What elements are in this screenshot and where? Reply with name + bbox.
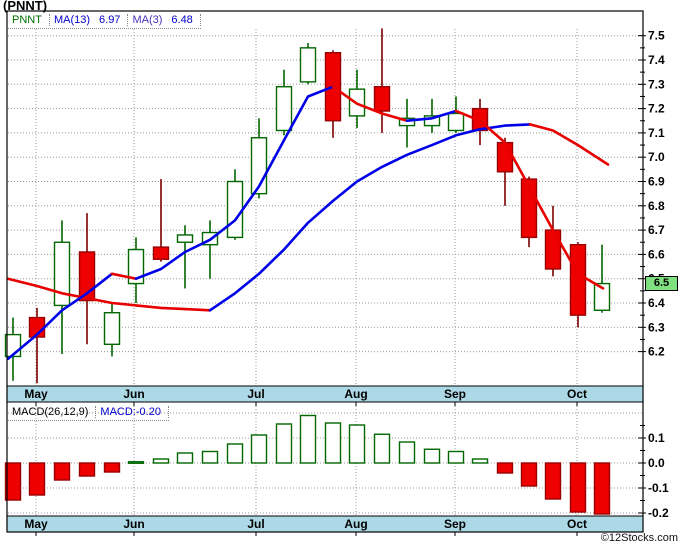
macd-bar: [152, 458, 170, 464]
candle-body: [127, 248, 145, 285]
ma13-line-segment: [208, 123, 532, 312]
price-axis-label: 6.3: [648, 320, 665, 334]
candle-body: [103, 312, 121, 346]
macd-value-label: MACD:-0.20: [100, 406, 161, 418]
ma3-line-segment: [405, 109, 458, 122]
month-label: May: [24, 387, 48, 401]
candle-body: [275, 86, 293, 132]
candle-body: [78, 251, 96, 302]
macd-axis-label: -0.2: [648, 506, 669, 520]
macd-axis-label: 0.0: [648, 456, 665, 470]
candle-body: [544, 229, 562, 270]
ma13-line-segment: [528, 123, 610, 166]
month-label: Jul: [247, 387, 264, 401]
candle-body: [569, 243, 587, 316]
price-axis-label: 7.1: [648, 126, 665, 140]
macd-bar: [201, 450, 219, 464]
month-label: Aug: [344, 517, 367, 531]
macd-bar: [373, 433, 391, 464]
month-label: Sep: [444, 517, 466, 531]
month-label: Jul: [247, 517, 264, 531]
candle-body: [373, 86, 391, 112]
macd-params-label: MACD(26,12,9): [12, 406, 89, 418]
legend-ma3-label: MA(3): [132, 14, 163, 26]
macd-bar: [398, 441, 416, 464]
ma3-line-segment: [454, 109, 605, 290]
price-axis-label: 7.5: [648, 29, 665, 43]
legend-ma3-value: 6.48: [171, 14, 193, 26]
price-axis-label: 6.9: [648, 175, 665, 189]
month-label: Jun: [123, 387, 144, 401]
price-axis-label: 6.8: [648, 199, 665, 213]
macd-bar: [53, 462, 71, 481]
legend-ma13-value: 6.97: [99, 14, 121, 26]
macd-bar: [226, 443, 244, 464]
candle-body: [593, 282, 611, 311]
candle-body: [447, 112, 465, 132]
macd-bar: [569, 462, 587, 513]
month-label: Sep: [444, 387, 466, 401]
price-axis-label: 6.7: [648, 223, 665, 237]
price-axis-label: 7.3: [648, 77, 665, 91]
macd-bar: [299, 414, 317, 464]
candle-body: [299, 47, 317, 83]
macd-bar: [127, 461, 145, 464]
macd-bar: [4, 462, 22, 501]
candle-body: [176, 234, 194, 243]
candle-body: [152, 246, 170, 260]
month-axis-band: [6, 385, 644, 403]
macd-axis-label: 0.1: [648, 431, 665, 445]
candle-body: [226, 180, 244, 239]
month-axis-band: [6, 515, 644, 533]
macd-bar: [348, 424, 366, 464]
current-price-box: 6.5: [645, 276, 678, 291]
candle-body: [423, 115, 441, 127]
price-axis-label: 7.2: [648, 102, 665, 116]
macd-legend: MACD(26,12,9) MACD:-0.20: [8, 404, 169, 421]
ma3-line-segment: [134, 85, 335, 281]
page-title: (PNNT): [3, 0, 48, 13]
ma3-line-segment: [331, 85, 409, 122]
month-label: May: [24, 517, 48, 531]
macd-bar: [593, 462, 611, 515]
chart-border: [6, 10, 644, 533]
ma3-line-segment: [110, 272, 138, 281]
macd-bar: [471, 458, 489, 464]
macd-bar: [496, 462, 514, 474]
price-axis-label: 7.0: [648, 150, 665, 164]
ma13-line-segment: [6, 277, 212, 312]
macd-bar: [176, 452, 194, 464]
month-label: Aug: [344, 387, 367, 401]
candle-body: [496, 141, 514, 173]
price-axis-label: 6.2: [648, 345, 665, 359]
price-axis-label: 7.4: [648, 53, 665, 67]
price-axis-label: 6.6: [648, 247, 665, 261]
copyright: ©12Stocks.com: [600, 532, 678, 544]
month-label: Jun: [123, 517, 144, 531]
macd-bar: [520, 462, 538, 487]
ma3-line-segment: [6, 272, 114, 361]
legend-ma13-label: MA(13): [53, 14, 91, 26]
month-label: Oct: [567, 517, 587, 531]
main-legend: PNNT MA(13) 6.97 MA(3) 6.48: [8, 12, 201, 29]
macd-bar: [423, 448, 441, 464]
macd-bar: [28, 462, 46, 496]
macd-bar: [78, 462, 96, 477]
macd-bar: [275, 423, 293, 464]
macd-bar: [250, 434, 268, 464]
macd-bar: [447, 450, 465, 464]
legend-symbol: PNNT: [12, 14, 42, 26]
macd-bar: [324, 422, 342, 464]
price-axis-label: 6.4: [648, 296, 665, 310]
candle-body: [53, 241, 71, 307]
month-label: Oct: [567, 387, 587, 401]
macd-bar: [544, 462, 562, 500]
macd-axis-label: -0.1: [648, 481, 669, 495]
macd-bar: [103, 462, 121, 473]
